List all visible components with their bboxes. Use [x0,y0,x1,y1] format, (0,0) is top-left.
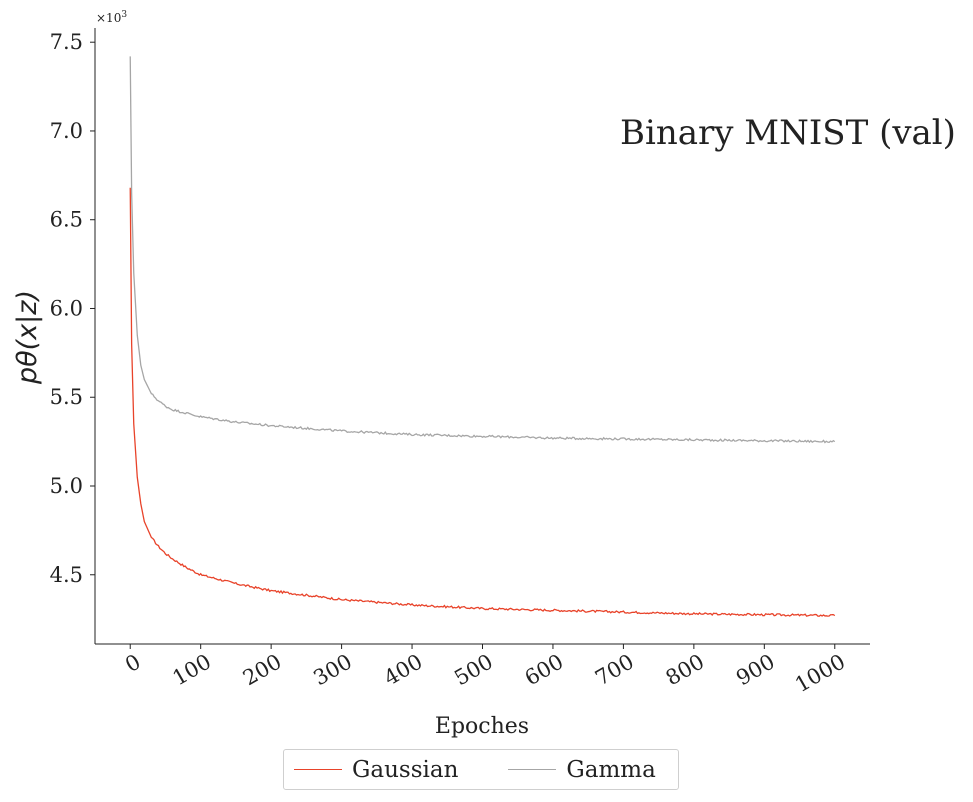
y-tick-label: 6.5 [50,208,83,232]
legend-item-gaussian: Gaussian [294,757,458,783]
legend-swatch-gaussian [294,769,342,770]
y-tick-label: 6.0 [50,296,83,320]
y-ticks: 4.5 5.0 5.5 6.0 6.5 7.0 7.5 [50,30,95,587]
y-tick-label: 5.5 [50,385,83,409]
x-tick-label: 200 [239,650,286,691]
x-axis-label: Epoches [435,714,529,739]
y-tick-label: 5.0 [50,474,83,498]
series-layer [129,56,836,617]
x-tick-label: 100 [168,650,215,691]
y-axis-label: pθ(x|z) [12,290,43,385]
x-tick-label: 1000 [791,650,849,698]
x-tick-label: 800 [662,650,709,691]
x-tick-label: 600 [521,650,568,691]
x-tick-label: 900 [732,650,779,691]
x-tick-label: 500 [450,650,497,691]
y-tick-label: 4.5 [50,563,83,587]
legend-label-gamma: Gamma [566,756,656,783]
y-multiplier-label: ×103 [96,10,127,25]
legend-label-gaussian: Gaussian [352,756,459,783]
x-tick-label: 300 [309,650,356,691]
y-tick-label: 7.5 [50,30,83,54]
x-tick-label: 0 [121,650,145,677]
x-tick-label: 400 [380,650,427,691]
series-line-gamma [129,56,836,444]
series-line-gaussian [129,187,836,617]
legend-swatch-gamma [508,769,557,770]
chart-title: Binary MNIST (val) [620,113,956,153]
x-ticks: 0 100 200 300 400 500 600 700 800 900 1000 [121,644,849,697]
x-tick-label: 700 [591,650,638,691]
y-tick-label: 7.0 [50,119,83,143]
legend: Gaussian Gamma [283,749,679,790]
legend-item-gamma: Gamma [508,756,656,783]
